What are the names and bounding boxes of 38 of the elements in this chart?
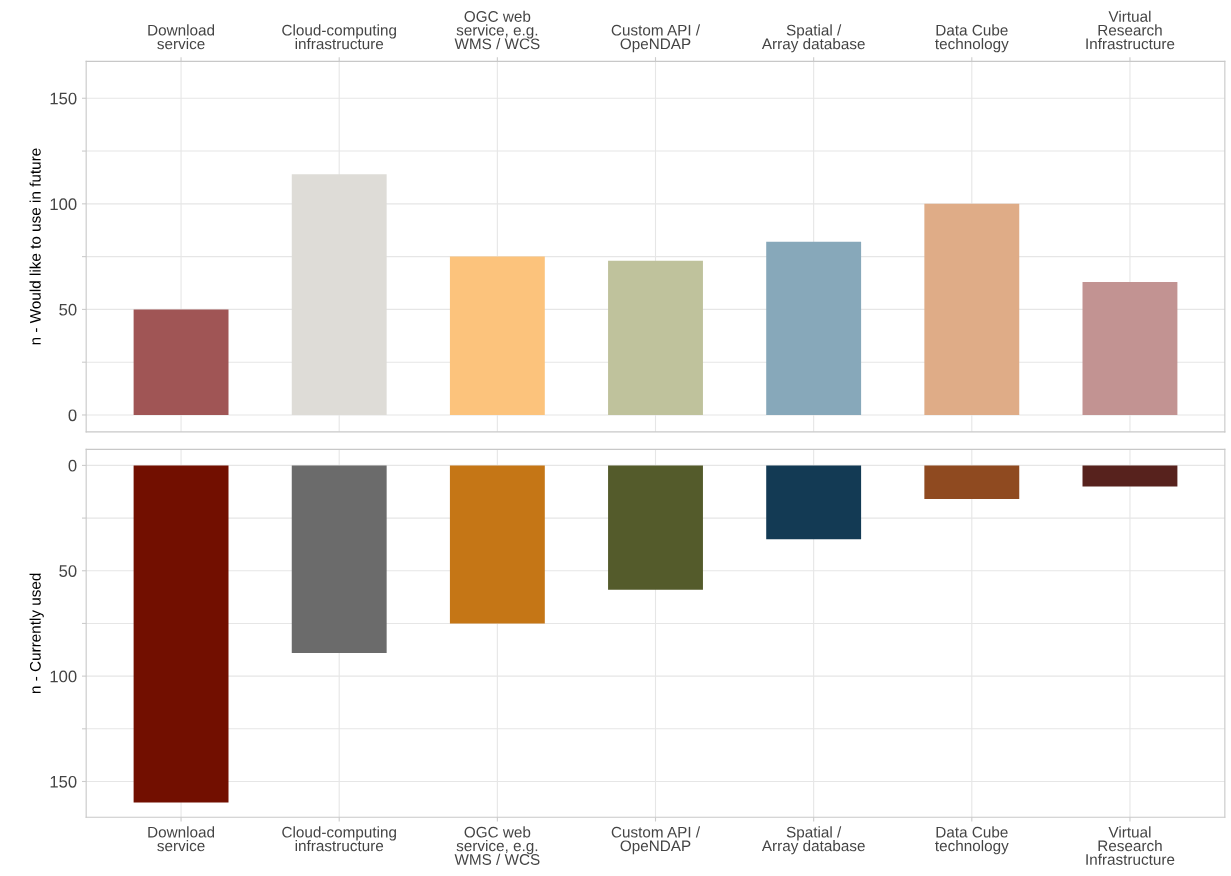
bar	[291, 465, 387, 653]
bar	[608, 465, 703, 590]
x-tick-label: Download service	[148, 826, 215, 852]
x-tick-label: Cloud-computing infrastructure	[282, 826, 396, 852]
x-tick-label: Custom API / OpeNDAP	[611, 826, 701, 855]
bar	[449, 256, 545, 415]
x-tick-label: Cloud-computing infrastructure	[282, 24, 396, 50]
bar	[449, 465, 545, 624]
bar	[1082, 465, 1178, 487]
x-tick-label: Virtual Research Infrastructure	[1086, 10, 1175, 50]
x-tick-label: OGC web service, e.g. WMS / WCS	[454, 826, 540, 865]
x-tick-label: Virtual Research Infrastructure	[1086, 826, 1175, 865]
x-tick-label: Download service	[148, 24, 215, 50]
bar	[608, 260, 703, 415]
x-tick-label: Data Cube technology	[935, 826, 1009, 855]
y-tick-label: 150	[50, 92, 77, 105]
bar	[291, 174, 387, 415]
y-tick-label: 0	[68, 459, 77, 472]
y-axis-title: n - Would like to use in future	[29, 148, 41, 345]
bar	[924, 203, 1020, 415]
bar	[766, 241, 862, 415]
x-tick-label: OGC web service, e.g. WMS / WCS	[454, 10, 540, 50]
y-tick-label: 150	[50, 775, 77, 788]
x-tick-label: Spatial / Array database	[761, 826, 865, 855]
bar	[766, 465, 862, 540]
y-tick-label: 100	[50, 198, 77, 211]
bar	[1082, 281, 1178, 415]
x-tick-label: Data Cube technology	[935, 24, 1009, 53]
bar	[924, 465, 1020, 500]
x-tick-label: Spatial / Array database	[761, 24, 865, 53]
y-tick-label: 50	[59, 303, 77, 316]
y-tick-label: 100	[50, 670, 77, 683]
bar	[133, 309, 229, 415]
y-axis-title: n - Currently used	[29, 573, 44, 694]
y-tick-label: 0	[68, 409, 77, 422]
x-tick-label: Custom API / OpeNDAP	[611, 24, 701, 53]
y-tick-label: 50	[59, 565, 77, 577]
bar	[133, 465, 229, 803]
